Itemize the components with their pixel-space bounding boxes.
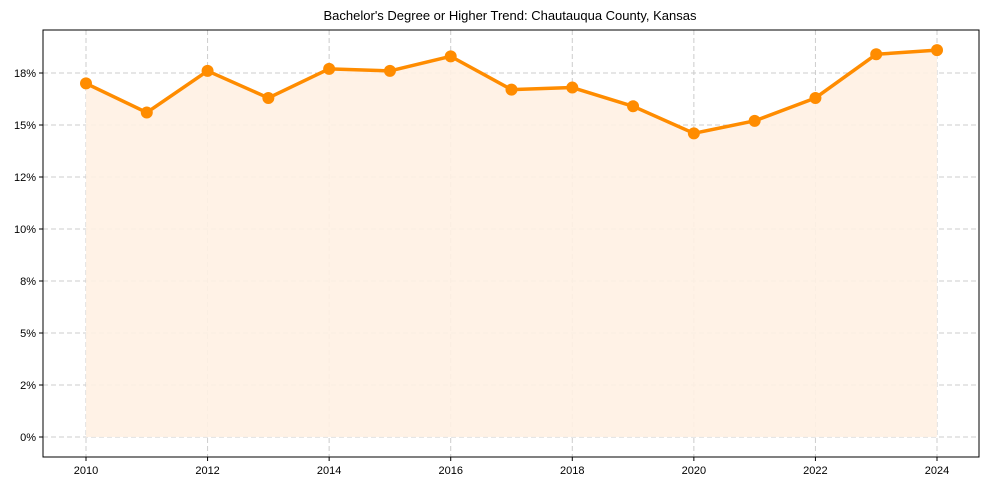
y-tick-label: 2% xyxy=(20,380,36,392)
data-point xyxy=(262,91,275,104)
plot-frame xyxy=(42,29,980,458)
data-point xyxy=(931,44,943,57)
data-point xyxy=(627,100,640,113)
data-point xyxy=(323,62,336,75)
x-tick-label: 2012 xyxy=(195,465,219,477)
chart-title: Bachelor's Degree or Higher Trend: Chaut… xyxy=(324,8,697,23)
y-tick-label: 15% xyxy=(14,120,36,132)
area-fill xyxy=(86,50,937,438)
data-points xyxy=(80,44,943,140)
data-point xyxy=(505,83,518,96)
x-tick-label: 2010 xyxy=(74,465,98,477)
x-tick-label: 2024 xyxy=(925,465,949,477)
x-tick-label: 2022 xyxy=(803,465,827,477)
x-tick-label: 2014 xyxy=(317,465,341,477)
data-point xyxy=(566,81,579,94)
y-tick-label: 12% xyxy=(14,172,36,184)
data-point xyxy=(383,64,396,77)
data-point xyxy=(80,77,92,90)
y-tick-label: 5% xyxy=(20,328,36,340)
x-axis: 2010 2012 2014 2016 2018 2020 2022 2024 xyxy=(74,457,949,477)
data-point xyxy=(444,50,457,63)
x-tick-label: 2018 xyxy=(560,465,584,477)
data-point xyxy=(870,48,883,61)
data-point xyxy=(809,91,822,104)
x-tick-label: 2020 xyxy=(682,465,706,477)
y-tick-label: 0% xyxy=(20,432,36,444)
data-point xyxy=(687,127,700,140)
data-point xyxy=(140,106,153,119)
y-tick-label: 18% xyxy=(14,68,36,80)
y-tick-label: 8% xyxy=(20,276,36,288)
data-point xyxy=(201,64,214,77)
data-point xyxy=(748,114,761,127)
y-tick-label: 10% xyxy=(14,224,36,236)
x-tick-label: 2016 xyxy=(438,465,462,477)
y-axis: 0% 2% 5% 8% 10% 12% 15% 18% xyxy=(14,68,43,444)
